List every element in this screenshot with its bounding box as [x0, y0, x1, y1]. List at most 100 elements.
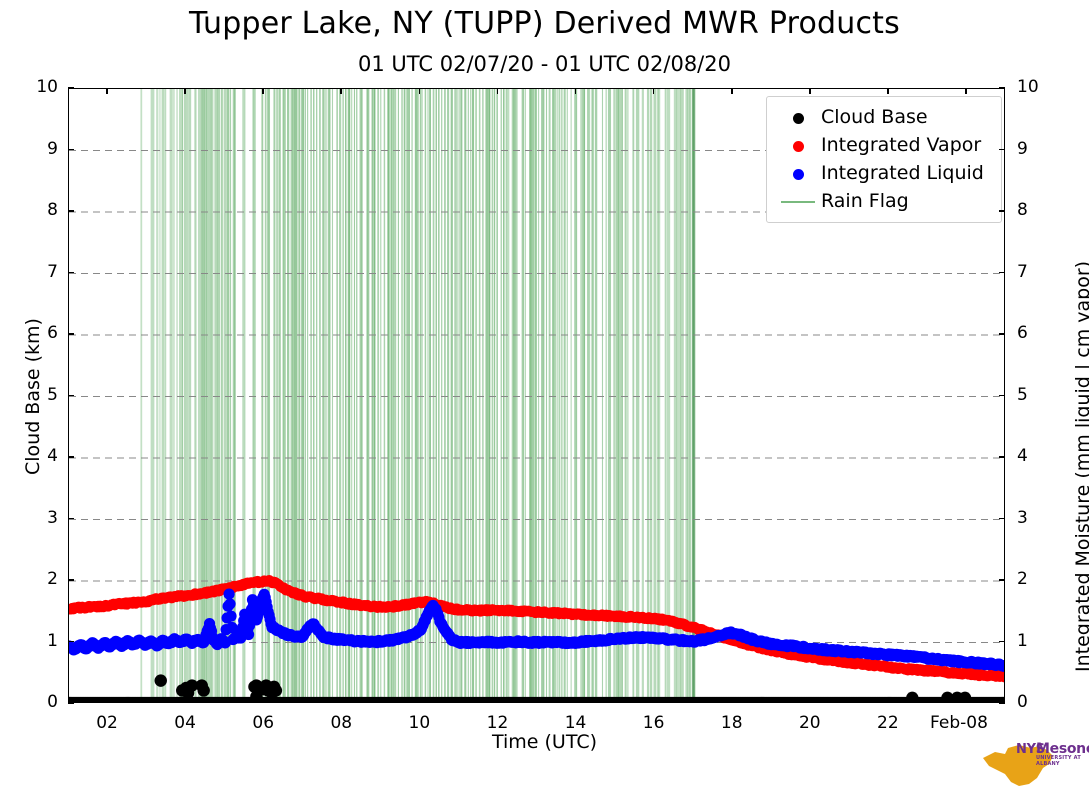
- y-axis-right-tick-label: 0: [1017, 692, 1028, 712]
- legend-label: Cloud Base: [821, 106, 928, 128]
- y-axis-tick-mark: [68, 517, 74, 520]
- legend-label: Rain Flag: [821, 190, 909, 212]
- x-axis-tick-label: 22: [877, 713, 899, 733]
- y-axis-tick-mark: [68, 579, 74, 581]
- legend-dot-icon: [775, 108, 821, 127]
- y-axis-left-tick-label: 2: [47, 569, 58, 589]
- legend-swatch: [781, 200, 815, 204]
- y-axis-left-tick-label: 8: [47, 200, 58, 220]
- x-axis-tick-mark: [652, 697, 655, 703]
- x-axis-tick-mark: [965, 88, 967, 94]
- x-axis-tick-mark: [887, 88, 889, 94]
- x-axis-tick-mark: [184, 88, 186, 94]
- y-axis-right-tick-label: 3: [1017, 507, 1028, 528]
- x-axis-tick-mark: [184, 697, 186, 703]
- y-axis-right-tick-label: 1: [1017, 630, 1028, 651]
- legend-item-integrated-vapor[interactable]: Integrated Vapor: [775, 131, 993, 159]
- y-axis-right-tick-label: 9: [1017, 138, 1028, 159]
- page-subtitle: 01 UTC 02/07/20 - 01 UTC 02/08/20: [358, 52, 731, 76]
- y-axis-right-tick-label: 4: [1017, 446, 1028, 466]
- y-axis-tick-mark: [999, 210, 1005, 212]
- legend-swatch: [792, 140, 804, 152]
- legend-item-integrated-liquid[interactable]: Integrated Liquid: [775, 159, 993, 187]
- x-axis-tick-label: 12: [486, 713, 509, 733]
- legend-item-rain-flag[interactable]: Rain Flag: [775, 187, 993, 215]
- y-axis-tick-mark: [68, 271, 74, 274]
- legend-item-cloud-base[interactable]: Cloud Base: [775, 103, 993, 131]
- y-axis-tick-mark: [68, 333, 74, 335]
- y-axis-left-tick-label: 0: [47, 692, 58, 712]
- y-axis-tick-mark: [999, 333, 1005, 335]
- logo-nys-text: NYS: [1016, 742, 1045, 757]
- x-axis-tick-label: 04: [174, 713, 196, 733]
- legend-swatch: [792, 168, 804, 180]
- x-axis-tick-label: 06: [252, 713, 275, 733]
- y-axis-left-tick-label: 3: [47, 507, 58, 528]
- x-axis-tick-mark: [965, 697, 967, 703]
- x-axis-tick-mark: [262, 88, 264, 94]
- y-axis-left-tick-label: 10: [36, 77, 58, 97]
- y-axis-tick-mark: [68, 394, 74, 397]
- y-axis-tick-mark: [68, 640, 74, 643]
- x-axis-tick-label: 02: [96, 713, 118, 733]
- x-axis-tick-mark: [808, 88, 811, 94]
- y-axis-right-tick-label: 10: [1017, 77, 1039, 97]
- y-axis-tick-mark: [999, 87, 1005, 89]
- x-axis-tick-mark: [418, 697, 421, 703]
- y-axis-tick-mark: [999, 394, 1005, 397]
- page-title: Tupper Lake, NY (TUPP) Derived MWR Produ…: [189, 6, 900, 41]
- x-axis-tick-mark: [496, 697, 499, 703]
- y-axis-tick-mark: [68, 702, 74, 704]
- y-axis-right-tick-label: 7: [1017, 261, 1028, 282]
- y-axis-tick-mark: [999, 456, 1005, 458]
- y-axis-left-tick-label: 5: [47, 384, 58, 405]
- nys-mesonet-logo: [983, 745, 1053, 786]
- x-axis-tick-mark: [652, 88, 655, 94]
- y-axis-left-tick-label: 6: [47, 323, 58, 343]
- y-axis-tick-mark: [999, 640, 1005, 643]
- x-axis-tick-mark: [730, 697, 733, 703]
- x-axis-tick-label: 18: [720, 713, 743, 733]
- x-axis-tick-mark: [730, 88, 733, 94]
- legend-label: Integrated Vapor: [821, 134, 982, 156]
- x-axis-tick-mark: [106, 697, 108, 703]
- x-axis-tick-label: Feb-08: [930, 713, 988, 733]
- x-axis-tick-mark: [340, 697, 343, 703]
- y-axis-tick-mark: [999, 579, 1005, 581]
- x-axis-tick-mark: [418, 88, 421, 94]
- y-axis-right-tick-label: 6: [1017, 323, 1028, 343]
- y-axis-tick-mark: [68, 210, 74, 212]
- y-axis-right-tick-label: 2: [1017, 569, 1028, 589]
- y-axis-left-tick-label: 1: [47, 630, 58, 651]
- data-series-layer: [69, 575, 1004, 702]
- y-axis-left-tick-label: 9: [47, 138, 58, 159]
- chart-legend: Cloud Base Integrated Vapor Integrated Liq…: [766, 96, 1002, 223]
- legend-line-icon: [775, 192, 821, 211]
- chart-canvas: [69, 89, 1004, 702]
- y-axis-left-tick-label: 7: [47, 261, 58, 282]
- y-axis-left-tick-label: 4: [47, 446, 58, 466]
- logo-university-text: UNIVERSITY AT ALBANY: [1036, 755, 1081, 767]
- y-axis-tick-mark: [999, 148, 1005, 151]
- legend-label: Integrated Liquid: [821, 162, 984, 184]
- x-axis-tick-mark: [887, 697, 889, 703]
- x-axis-tick-mark: [574, 697, 577, 703]
- x-axis-title: Time (UTC): [491, 731, 598, 753]
- x-axis-tick-mark: [340, 88, 343, 94]
- y-axis-tick-mark: [68, 148, 74, 151]
- x-axis-tick-label: 20: [798, 713, 821, 733]
- y-axis-right-tick-label: 5: [1017, 384, 1028, 405]
- x-axis-tick-label: 14: [564, 713, 587, 733]
- x-axis-tick-mark: [808, 697, 811, 703]
- x-axis-tick-label: 16: [642, 713, 665, 733]
- x-axis-tick-mark: [574, 88, 577, 94]
- y-axis-right-title: Integrated Moisture (mm liquid | cm vapo…: [1072, 260, 1089, 672]
- x-axis-tick-mark: [106, 88, 108, 94]
- y-axis-tick-mark: [68, 87, 74, 89]
- legend-swatch: [792, 112, 804, 124]
- y-axis-tick-mark: [999, 702, 1005, 704]
- rain-flag-layer: [140, 89, 696, 702]
- legend-dot-icon: [775, 164, 821, 183]
- x-axis-tick-label: 10: [408, 713, 431, 733]
- y-axis-tick-mark: [999, 517, 1005, 520]
